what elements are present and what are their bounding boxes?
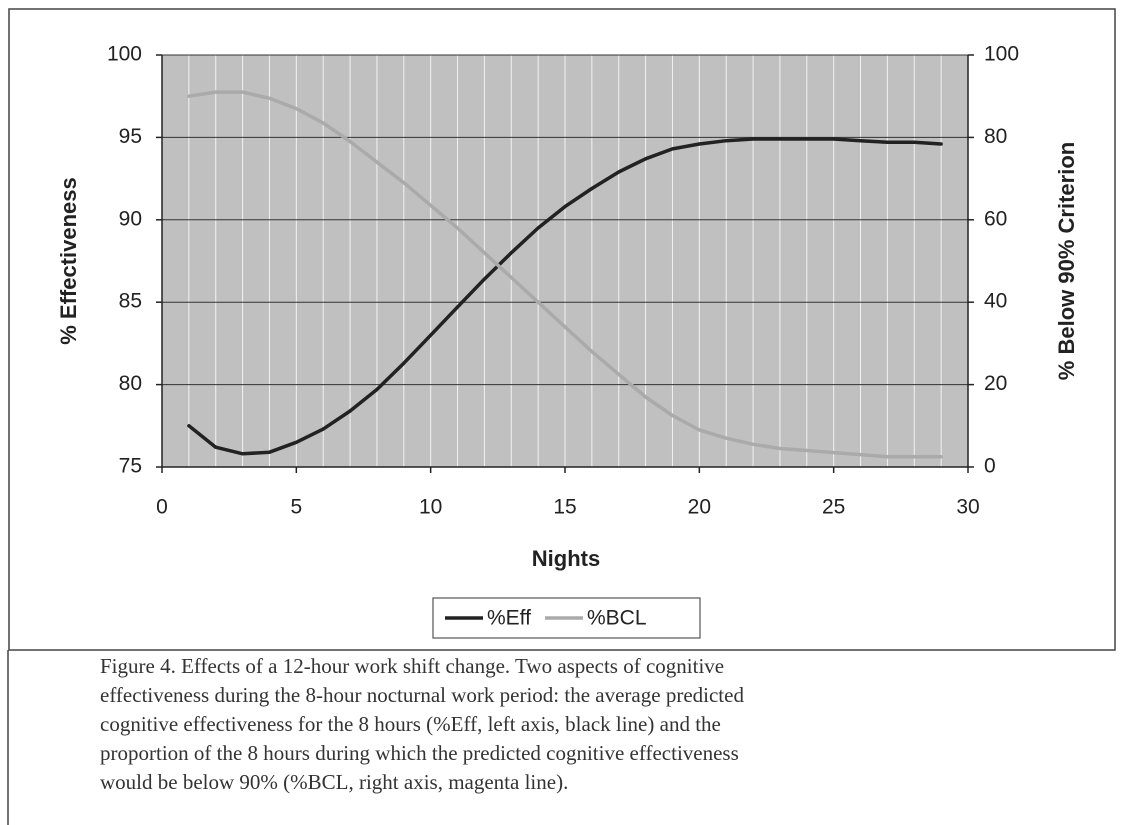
x-tick-label: 10 — [419, 496, 442, 519]
series-line — [187, 137, 943, 456]
x-tick-label: 15 — [553, 496, 576, 519]
y2-tick-label: 20 — [984, 372, 1007, 395]
caption-line: effectiveness during the 8-hour nocturna… — [100, 683, 744, 707]
y-tick-label: 80 — [119, 372, 142, 395]
legend-label: %BCL — [587, 607, 647, 630]
y2-axis-title: % Below 90% Criterion — [1054, 142, 1079, 380]
x-tick-label: 25 — [822, 496, 845, 519]
y2-tick-label: 100 — [984, 43, 1019, 66]
y2-tick-label: 0 — [984, 455, 996, 478]
legend: %Eff %BCL — [432, 597, 701, 639]
legend-label: %Eff — [487, 607, 531, 630]
x-tick-label: 30 — [956, 496, 979, 519]
x-axis-title: Nights — [532, 546, 600, 571]
y-axis-title: % Effectiveness — [56, 177, 81, 345]
x-tick-label: 0 — [156, 496, 168, 519]
y-tick-label: 75 — [119, 455, 142, 478]
y2-tick-label: 60 — [984, 207, 1007, 230]
caption: Figure 4. Effects of a 12-hour work shif… — [100, 652, 1100, 797]
y-tick-label: 100 — [107, 43, 142, 66]
x-tick-label: 20 — [688, 496, 711, 519]
y-tick-label: 90 — [119, 207, 142, 230]
y2-tick-label: 80 — [984, 125, 1007, 148]
caption-line: would be below 90% (%BCL, right axis, ma… — [100, 770, 569, 794]
x-tick-label: 5 — [290, 496, 302, 519]
series-line — [187, 90, 943, 459]
caption-line: Figure 4. Effects of a 12-hour work shif… — [100, 654, 725, 678]
y-tick-label: 95 — [119, 125, 142, 148]
y-tick-label: 85 — [119, 290, 142, 313]
caption-line: cognitive effectiveness for the 8 hours … — [100, 712, 721, 736]
caption-line: proportion of the 8 hours during which t… — [100, 741, 739, 765]
y2-tick-label: 40 — [984, 290, 1007, 313]
